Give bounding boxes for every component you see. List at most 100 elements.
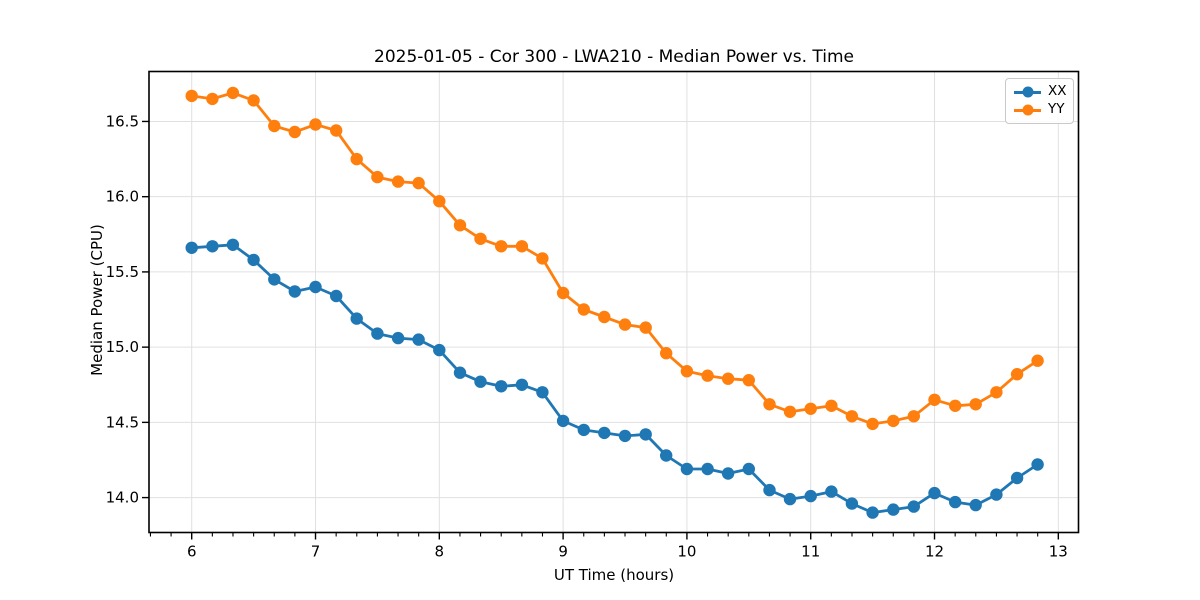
series-xx-point bbox=[495, 380, 508, 393]
series-xx-point bbox=[618, 429, 632, 443]
legend-dot-yy bbox=[1022, 104, 1033, 116]
series-xx-point bbox=[412, 333, 425, 346]
series-yy-point bbox=[1010, 368, 1024, 381]
series-yy-point bbox=[928, 393, 941, 406]
series-yy-point bbox=[804, 402, 817, 415]
x-tick-label: 7 bbox=[311, 543, 321, 561]
series-yy-point bbox=[680, 365, 694, 378]
series-xx-point bbox=[928, 486, 941, 500]
x-tick-label: 10 bbox=[677, 543, 696, 561]
series-xx-point bbox=[783, 492, 797, 506]
series-yy-point bbox=[990, 386, 1003, 399]
series-xx-point bbox=[309, 280, 322, 294]
series-xx-point bbox=[990, 488, 1003, 501]
x-tick-label: 11 bbox=[801, 543, 820, 561]
series-yy-point bbox=[660, 347, 673, 360]
series-yy-line bbox=[190, 91, 1039, 426]
series-yy-point bbox=[742, 374, 755, 387]
series-xx-point bbox=[763, 483, 776, 497]
series-xx-point bbox=[660, 449, 673, 462]
series-xx-point bbox=[742, 462, 755, 476]
series-xx-point bbox=[433, 343, 446, 357]
series-xx-point bbox=[721, 467, 735, 480]
series-yy-point bbox=[412, 176, 425, 190]
series-yy-point bbox=[391, 175, 405, 188]
legend-item-yy: YY bbox=[1014, 102, 1067, 118]
series-xx-point bbox=[536, 386, 549, 399]
series-xx-point bbox=[825, 485, 838, 498]
y-tick-label: 14.0 bbox=[106, 489, 139, 507]
series-yy-point bbox=[474, 232, 487, 245]
x-axis-label: UT Time (hours) bbox=[553, 566, 675, 584]
series-yy-point bbox=[949, 399, 962, 412]
series-xx-point bbox=[949, 495, 962, 509]
y-tick-label: 16.5 bbox=[106, 112, 139, 130]
series-yy-point bbox=[330, 124, 343, 137]
series-yy-point bbox=[763, 398, 776, 411]
series-xx-point bbox=[680, 462, 694, 476]
legend-line-marker-icon bbox=[1014, 86, 1041, 99]
series-xx-point bbox=[206, 240, 219, 253]
series-xx-point bbox=[268, 273, 281, 286]
chart-title: 2025-01-05 - Cor 300 - LWA210 - Median P… bbox=[374, 47, 854, 67]
series-xx-point bbox=[391, 331, 405, 345]
series-yy-point bbox=[721, 372, 735, 385]
series-yy-point bbox=[866, 417, 879, 431]
series-xx-point bbox=[474, 375, 487, 388]
series-yy-point bbox=[350, 152, 363, 166]
legend-item-xx: XX bbox=[1014, 84, 1067, 100]
series-xx-point bbox=[845, 497, 859, 510]
series-xx-point bbox=[453, 366, 467, 379]
series-yy-point bbox=[556, 286, 570, 300]
x-tick-label: 12 bbox=[925, 543, 944, 561]
series-yy-point bbox=[701, 369, 714, 382]
legend-label-xx: XX bbox=[1048, 83, 1067, 100]
series-xx-point bbox=[515, 378, 529, 391]
series-yy-point bbox=[783, 405, 797, 418]
series-yy-point bbox=[268, 119, 281, 133]
series-xx-point bbox=[247, 253, 260, 267]
series-yy-point bbox=[309, 118, 322, 131]
series-yy-point bbox=[907, 410, 920, 423]
legend-label-yy: YY bbox=[1048, 101, 1065, 118]
x-tick-label: 6 bbox=[187, 543, 197, 561]
series-xx-point bbox=[701, 462, 714, 476]
y-axis-label: Median Power (CPU) bbox=[88, 224, 106, 376]
series-yy-point bbox=[226, 86, 240, 100]
series-yy-point bbox=[536, 252, 549, 265]
series-yy-point bbox=[825, 399, 838, 412]
series-xx-point bbox=[907, 500, 920, 513]
series-xx-point bbox=[1010, 471, 1024, 485]
series-yy-point bbox=[206, 92, 219, 106]
series-xx-point bbox=[804, 489, 817, 503]
series-xx-point bbox=[226, 238, 240, 251]
legend: XX YY bbox=[1005, 78, 1074, 124]
series-yy-point bbox=[247, 94, 260, 107]
series-yy-point bbox=[495, 240, 508, 253]
series-yy-point bbox=[1031, 354, 1044, 367]
x-tick-label: 13 bbox=[1049, 543, 1068, 561]
series-yy-point bbox=[515, 240, 529, 253]
series-xx-point bbox=[887, 503, 900, 516]
legend-dot-xx bbox=[1022, 86, 1033, 98]
series-yy-point bbox=[969, 398, 982, 411]
series-xx-point bbox=[639, 428, 652, 441]
plot-border bbox=[148, 70, 1080, 534]
series-yy-point bbox=[288, 125, 301, 139]
x-tick-label: 9 bbox=[558, 543, 568, 561]
series-yy-point bbox=[433, 195, 446, 208]
series-xx-point bbox=[598, 426, 611, 440]
y-tick-label: 15.5 bbox=[106, 263, 139, 281]
series-yy-point bbox=[577, 303, 590, 316]
y-tick-label: 14.5 bbox=[106, 413, 139, 431]
y-tick-label: 15.0 bbox=[106, 338, 139, 356]
series-xx-point bbox=[330, 289, 343, 303]
x-tick-label: 8 bbox=[435, 543, 445, 561]
y-tick-label: 16.0 bbox=[106, 188, 139, 206]
legend-line-marker-icon bbox=[1014, 104, 1041, 117]
series-xx-point bbox=[1031, 458, 1044, 471]
series-xx-point bbox=[577, 423, 590, 437]
series-xx-point bbox=[866, 506, 879, 519]
